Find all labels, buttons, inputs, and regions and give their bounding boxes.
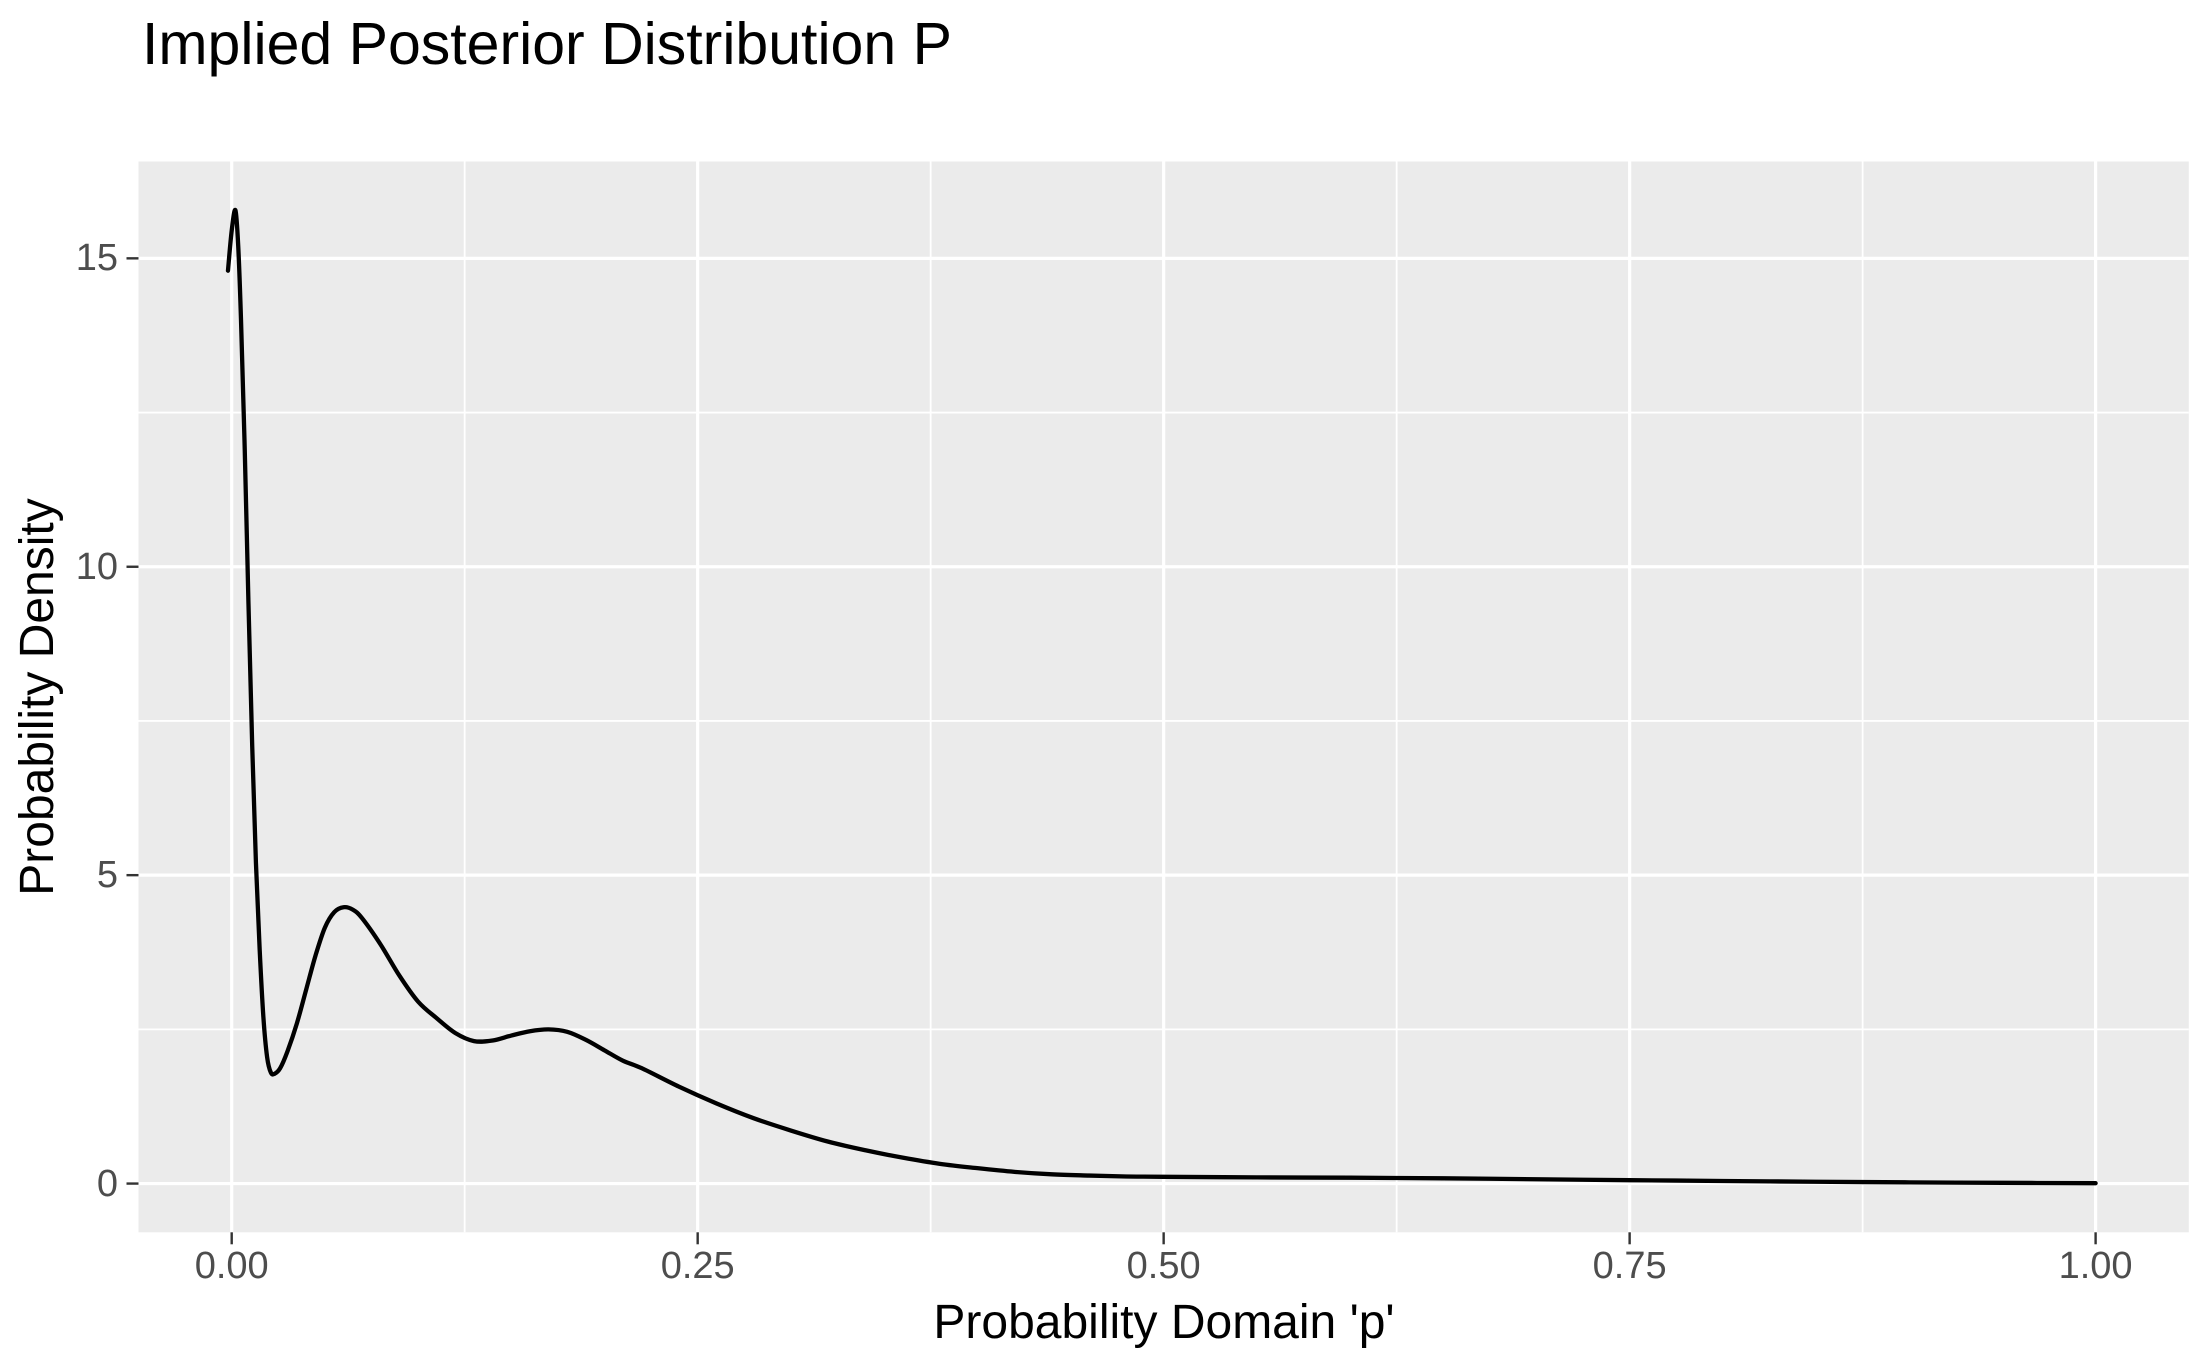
x-tick-label: 1.00 (2058, 1245, 2133, 1287)
x-tick-label: 0.25 (660, 1245, 735, 1287)
y-tick-label: 10 (75, 545, 118, 588)
y-tick-label: 15 (75, 237, 118, 280)
density-curve (225, 207, 2098, 1186)
y-tick-label: 0 (96, 1162, 118, 1205)
x-tick-label: 0.00 (194, 1245, 269, 1287)
plot-title: Implied Posterior Distribution P (142, 11, 952, 77)
y-axis-title: Probability Density (11, 498, 64, 896)
x-tick-label: 0.50 (1126, 1245, 1201, 1287)
x-tick-label: 0.75 (1592, 1245, 1667, 1287)
y-tick-label: 5 (96, 854, 118, 897)
x-axis-title: Probability Domain 'p' (933, 1296, 1395, 1349)
